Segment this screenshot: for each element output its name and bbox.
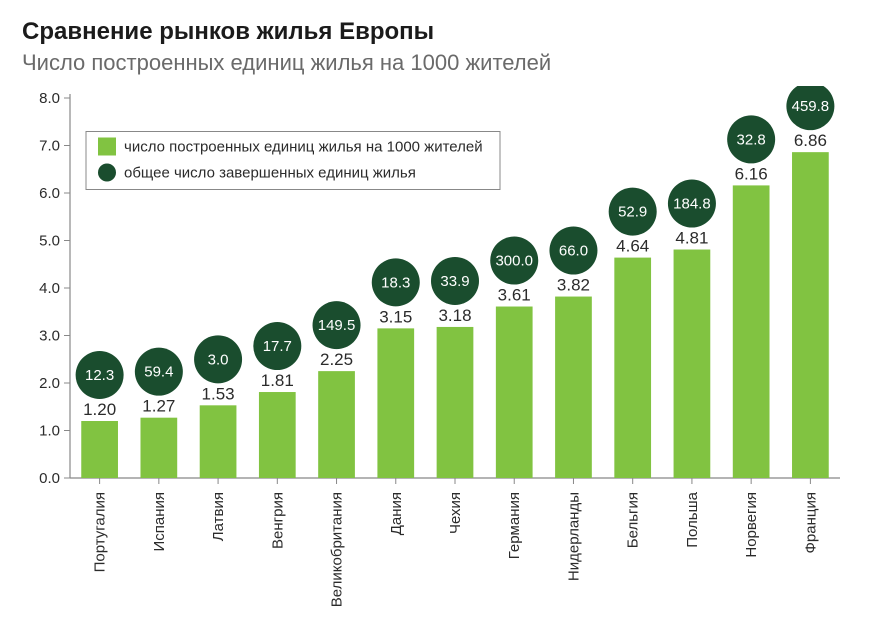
y-tick-label: 1.0 — [39, 423, 60, 440]
category-label: Латвия — [210, 492, 227, 541]
legend-swatch — [98, 138, 116, 156]
chart-area: 0.0 1.0 2.0 3.0 4.0 5.0 6.0 7.0 8.0 1.20 12.3 Порту… — [22, 86, 848, 606]
bubble-label: 300.0 — [495, 252, 533, 269]
bar-value-label: 3.82 — [557, 276, 590, 295]
chart-subtitle: Число построенных единиц жилья на 1000 ж… — [22, 50, 848, 76]
y-tick-label: 7.0 — [39, 138, 60, 155]
category-label: Норвегия — [743, 492, 760, 558]
bar-value-label: 1.27 — [142, 397, 175, 416]
y-tick-label: 5.0 — [39, 233, 60, 250]
category-label: Польша — [684, 491, 701, 547]
category-label: Бельгия — [625, 492, 642, 548]
bar — [81, 421, 118, 478]
y-tick-label: 8.0 — [39, 90, 60, 107]
bar — [437, 327, 474, 478]
bar — [377, 328, 414, 478]
category-label: Дания — [388, 492, 405, 535]
bar-value-label: 6.16 — [735, 164, 768, 183]
y-tick-label: 2.0 — [39, 375, 60, 392]
bubble-label: 33.9 — [440, 273, 469, 290]
bar-value-label: 4.64 — [616, 237, 649, 256]
y-tick-label: 0.0 — [39, 470, 60, 487]
legend-label: общее число завершенных единиц жилья — [124, 165, 416, 182]
bar-value-label: 1.20 — [83, 400, 116, 419]
bar — [614, 258, 651, 478]
bubble-label: 18.3 — [381, 274, 410, 291]
chart-svg: 0.0 1.0 2.0 3.0 4.0 5.0 6.0 7.0 8.0 1.20 12.3 Порту… — [22, 86, 848, 606]
y-tick-label: 3.0 — [39, 328, 60, 345]
category-label: Нидерланды — [565, 492, 582, 581]
category-label: Франция — [802, 492, 819, 553]
bar-value-label: 3.15 — [379, 307, 412, 326]
y-tick-label: 6.0 — [39, 185, 60, 202]
bar-value-label: 4.81 — [675, 229, 708, 248]
category-label: Венгрия — [269, 492, 286, 549]
bar — [200, 405, 237, 478]
bar-value-label: 6.86 — [794, 131, 827, 150]
bar — [140, 418, 177, 478]
bar — [733, 185, 770, 478]
bubble-label: 59.4 — [144, 364, 173, 381]
bar-value-label: 1.53 — [202, 384, 235, 403]
legend-swatch — [98, 164, 116, 182]
bar — [792, 152, 829, 478]
bubble-label: 52.9 — [618, 204, 647, 221]
bar — [496, 307, 533, 478]
bar-value-label: 1.81 — [261, 371, 294, 390]
bubble-label: 3.0 — [208, 351, 229, 368]
legend-label: число построенных единиц жилья на 1000 ж… — [124, 139, 483, 156]
bubble-label: 459.8 — [792, 98, 830, 115]
bar-value-label: 3.18 — [438, 306, 471, 325]
chart-title: Сравнение рынков жилья Европы — [22, 18, 848, 46]
y-tick-label: 4.0 — [39, 280, 60, 297]
bubble-label: 184.8 — [673, 195, 711, 212]
bar — [674, 250, 711, 478]
bubble-label: 32.8 — [737, 131, 766, 148]
category-label: Чехия — [447, 492, 464, 534]
category-label: Португалия — [92, 492, 109, 572]
category-label: Испания — [151, 492, 168, 552]
category-label: Великобритания — [329, 492, 346, 606]
bubble-label: 149.5 — [318, 317, 356, 334]
bar — [555, 297, 592, 478]
bar-value-label: 3.61 — [498, 286, 531, 305]
bubble-label: 12.3 — [85, 367, 114, 384]
bubble-label: 66.0 — [559, 243, 588, 260]
category-label: Германия — [506, 492, 523, 559]
bar-value-label: 2.25 — [320, 350, 353, 369]
bar — [259, 392, 296, 478]
bubble-label: 17.7 — [263, 338, 292, 355]
bar — [318, 371, 355, 478]
